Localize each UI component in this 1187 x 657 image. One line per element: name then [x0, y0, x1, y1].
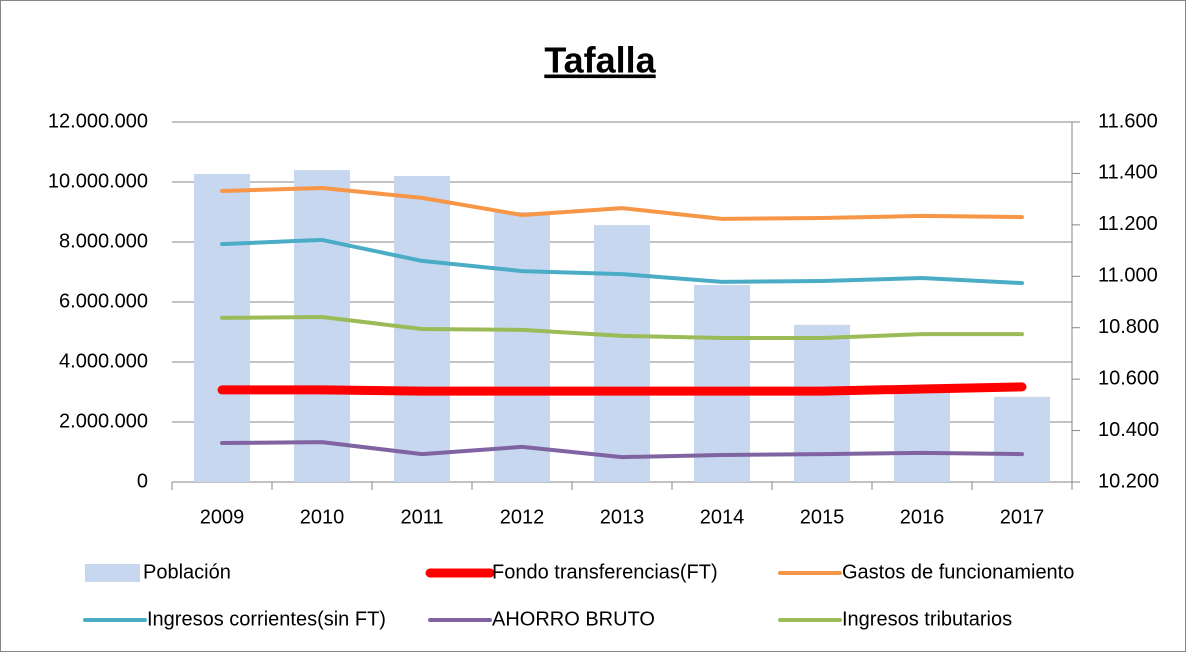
- x-tick-label: 2009: [200, 506, 245, 528]
- x-tick-label: 2016: [900, 506, 945, 528]
- line: [220, 237, 1024, 286]
- x-tick-label: 2011: [400, 506, 443, 528]
- x-tick-label: 2017: [1000, 506, 1045, 528]
- legend-label: Población: [143, 561, 231, 583]
- line: [220, 440, 1024, 460]
- y2-tick-label: 11.600: [1098, 110, 1158, 132]
- legend-label: Ingresos tributarios: [842, 608, 1012, 630]
- y2-tick-label: 11.200: [1098, 213, 1158, 235]
- bar: [494, 212, 550, 482]
- y2-tick-label: 10.200: [1098, 470, 1159, 492]
- y2-tick-label: 10.400: [1098, 419, 1159, 441]
- bar: [294, 170, 350, 483]
- bar: [794, 324, 850, 482]
- legend-swatch: [85, 564, 140, 582]
- bar: [994, 396, 1050, 482]
- y-tick-label: 0: [137, 470, 148, 492]
- y-tick-label: 4.000.000: [59, 350, 148, 372]
- x-tick-label: 2014: [700, 506, 745, 528]
- x-tick-label: 2012: [500, 506, 545, 528]
- x-tick-label: 2010: [300, 506, 345, 528]
- line: [217, 382, 1027, 396]
- bar: [594, 225, 650, 482]
- y2-tick-label: 11.000: [1098, 265, 1158, 287]
- line: [220, 315, 1024, 340]
- x-tick-label: 2015: [800, 506, 845, 528]
- y2-tick-label: 10.600: [1098, 367, 1159, 389]
- bar: [694, 285, 750, 482]
- y-tick-label: 10.000.000: [48, 170, 148, 192]
- x-tick-label: 2013: [600, 506, 645, 528]
- y-tick-label: 8.000.000: [59, 230, 148, 252]
- chart-title: Tafalla: [544, 40, 656, 81]
- y-tick-label: 6.000.000: [59, 290, 148, 312]
- bar: [194, 173, 250, 482]
- legend-label: Gastos de funcionamiento: [842, 561, 1074, 583]
- y-tick-label: 12.000.000: [48, 110, 148, 132]
- y2-tick-label: 10.800: [1098, 316, 1159, 338]
- legend-label: Fondo transferencias(FT): [492, 561, 718, 583]
- legend-label: AHORRO BRUTO: [492, 608, 655, 630]
- y-tick-label: 2.000.000: [59, 410, 148, 432]
- bar: [894, 389, 950, 482]
- legend-label: Ingresos corrientes(sin FT): [147, 608, 386, 630]
- line: [220, 186, 1024, 221]
- y2-tick-label: 11.400: [1098, 162, 1158, 184]
